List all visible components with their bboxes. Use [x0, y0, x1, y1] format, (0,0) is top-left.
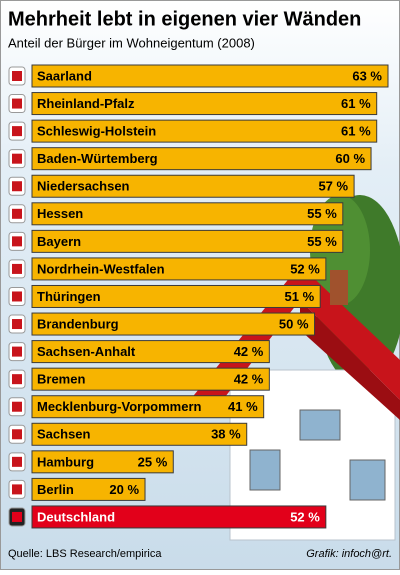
coat-of-arms-detail [12, 484, 22, 495]
category-label: Sachsen [37, 427, 91, 442]
coat-of-arms-detail [12, 319, 22, 330]
value-label: 55 % [307, 234, 337, 249]
value-label: 63 % [352, 68, 382, 83]
category-label: Deutschland [37, 509, 115, 524]
bar [31, 147, 372, 171]
bar [31, 450, 174, 474]
category-label: Schleswig-Holstein [37, 124, 156, 139]
bar [31, 422, 248, 446]
coat-of-arms-detail [12, 456, 22, 467]
coat-of-arms-detail [12, 374, 22, 385]
coat-of-arms-detail [12, 429, 22, 440]
value-label: 42 % [234, 372, 264, 387]
value-label: 41 % [228, 399, 258, 414]
coat-of-arms-detail [12, 71, 22, 81]
bar [31, 395, 265, 419]
bar [31, 202, 344, 226]
value-label: 57 % [318, 179, 348, 194]
coat-of-arms-detail [12, 291, 22, 302]
bar [31, 340, 270, 364]
bar [31, 64, 389, 88]
bar [31, 229, 344, 253]
category-label: Berlin [37, 482, 74, 497]
category-label: Thüringen [37, 289, 101, 304]
category-label: Sachsen-Anhalt [37, 344, 136, 359]
category-label: Hessen [37, 206, 83, 221]
category-label: Hamburg [37, 454, 94, 469]
value-label: 42 % [234, 344, 264, 359]
category-label: Bremen [37, 372, 85, 387]
bar [31, 174, 355, 198]
bar [31, 119, 378, 143]
value-label: 20 % [109, 482, 139, 497]
chart-subtitle: Anteil der Bürger im Wohneigentum (2008) [8, 35, 255, 50]
coat-of-arms-detail [12, 511, 22, 522]
bar [31, 477, 146, 501]
bar [31, 257, 327, 281]
value-label: 52 % [290, 509, 320, 524]
bar [31, 284, 321, 308]
category-label: Niedersachsen [37, 179, 130, 194]
bar [31, 367, 270, 391]
chart-title: Mehrheit lebt in eigenen vier Wänden [8, 8, 361, 30]
coat-of-arms-detail [12, 401, 22, 412]
coat-of-arms-detail [12, 98, 22, 109]
bar [31, 505, 327, 529]
value-label: 55 % [307, 206, 337, 221]
source: Quelle: LBS Research/empirica [8, 548, 162, 560]
coat-of-arms-detail [12, 126, 22, 137]
value-label: 38 % [211, 427, 241, 442]
coat-of-arms-detail [12, 208, 22, 219]
value-label: 25 % [138, 454, 168, 469]
category-label: Saarland [37, 68, 92, 83]
value-label: 50 % [279, 316, 309, 331]
coat-of-arms-detail [12, 236, 22, 247]
illustration [190, 195, 400, 541]
coat-of-arms-detail [12, 181, 22, 192]
value-label: 61 % [341, 96, 371, 111]
category-label: Bayern [37, 234, 81, 249]
category-label: Mecklenburg-Vorpommern [37, 399, 202, 414]
category-label: Nordrhein-Westfalen [37, 261, 165, 276]
category-label: Baden-Würtemberg [37, 151, 158, 166]
credit: Grafik: infoch@rt. [306, 548, 392, 560]
coat-of-arms-detail [12, 153, 22, 164]
value-label: 51 % [285, 289, 315, 304]
coat-of-arms-detail [12, 346, 22, 357]
bar [31, 312, 316, 336]
category-label: Rheinland-Pfalz [37, 96, 135, 111]
coat-of-arms-detail [12, 263, 22, 274]
value-label: 61 % [341, 124, 371, 139]
value-label: 52 % [290, 261, 320, 276]
category-label: Brandenburg [37, 316, 119, 331]
value-label: 60 % [335, 151, 365, 166]
bar [31, 92, 378, 116]
